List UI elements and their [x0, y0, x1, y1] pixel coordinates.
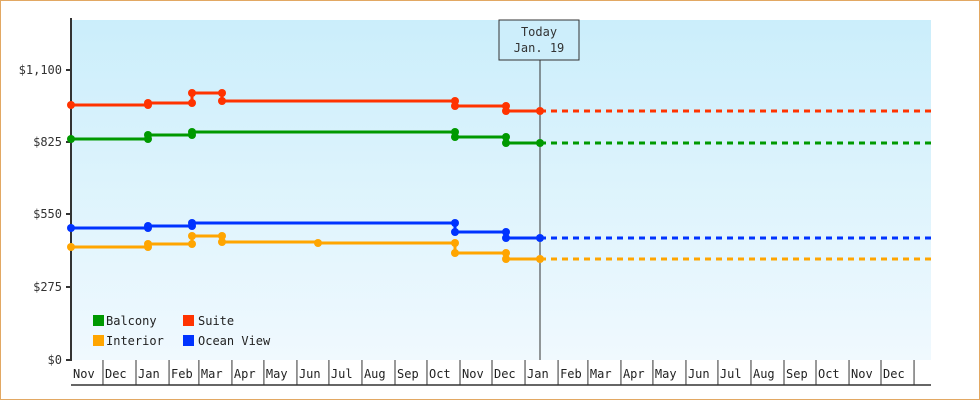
x-label-month: Nov: [851, 367, 873, 381]
x-label-month: Jul: [331, 367, 353, 381]
x-label-month: Feb: [560, 367, 582, 381]
x-label-month: May: [266, 367, 288, 381]
x-label-month: Sep: [397, 367, 419, 381]
x-label-month: Dec: [105, 367, 127, 381]
today-label: Today: [521, 25, 557, 39]
y-label-550: $550: [33, 207, 62, 221]
x-label-month: Feb: [171, 367, 193, 381]
series-interior: [67, 232, 931, 263]
x-label-month: Sep: [786, 367, 808, 381]
x-label-month: Dec: [883, 367, 905, 381]
legend-label: Ocean View: [198, 334, 271, 348]
x-label-month: May: [655, 367, 677, 381]
x-axis: Nov Dec Jan Feb Mar Apr May Jun Jul Aug Sep Oct Nov D…: [71, 360, 931, 386]
x-label-month: Mar: [590, 367, 612, 381]
legend-item-ocean-view: Ocean View: [183, 334, 271, 348]
y-label-1100: $1,100: [19, 63, 62, 77]
legend-label: Interior: [106, 334, 164, 348]
x-label-month: Aug: [753, 367, 775, 381]
series-ocean-view: [67, 219, 931, 242]
legend-label: Balcony: [106, 314, 157, 328]
x-label-month: Jan: [527, 367, 549, 381]
legend: Balcony Suite Interior Ocean View: [93, 314, 271, 348]
x-label-month: Nov: [462, 367, 484, 381]
x-label-month: Dec: [494, 367, 516, 381]
today-date: Jan. 19: [514, 41, 565, 55]
x-label-month: Jun: [299, 367, 321, 381]
x-label-month: Jun: [688, 367, 710, 381]
y-label-275: $275: [33, 280, 62, 294]
legend-item-interior: Interior: [93, 334, 164, 348]
legend-item-suite: Suite: [183, 314, 234, 328]
series-balcony: [67, 128, 931, 147]
interior-swatch-icon: [93, 335, 104, 346]
ocean-view-swatch-icon: [183, 335, 194, 346]
balcony-swatch-icon: [93, 315, 104, 326]
today-marker-box: [498, 19, 580, 61]
y-ticks: [66, 69, 71, 361]
x-label-month: Oct: [818, 367, 840, 381]
x-label-month: Apr: [234, 367, 256, 381]
x-label-month: Apr: [623, 367, 645, 381]
x-label-month: Aug: [364, 367, 386, 381]
suite-swatch-icon: [183, 315, 194, 326]
series-suite: [67, 89, 931, 115]
y-label-825: $825: [33, 135, 62, 149]
x-label-month: Oct: [429, 367, 451, 381]
x-label-month: Nov: [73, 367, 95, 381]
x-label-month: Jan: [138, 367, 160, 381]
x-label-month: Mar: [201, 367, 223, 381]
legend-label: Suite: [198, 314, 234, 328]
legend-item-balcony: Balcony: [93, 314, 157, 328]
x-label-month: Jul: [720, 367, 742, 381]
y-label-0: $0: [48, 353, 62, 367]
plot-area: [71, 20, 931, 360]
